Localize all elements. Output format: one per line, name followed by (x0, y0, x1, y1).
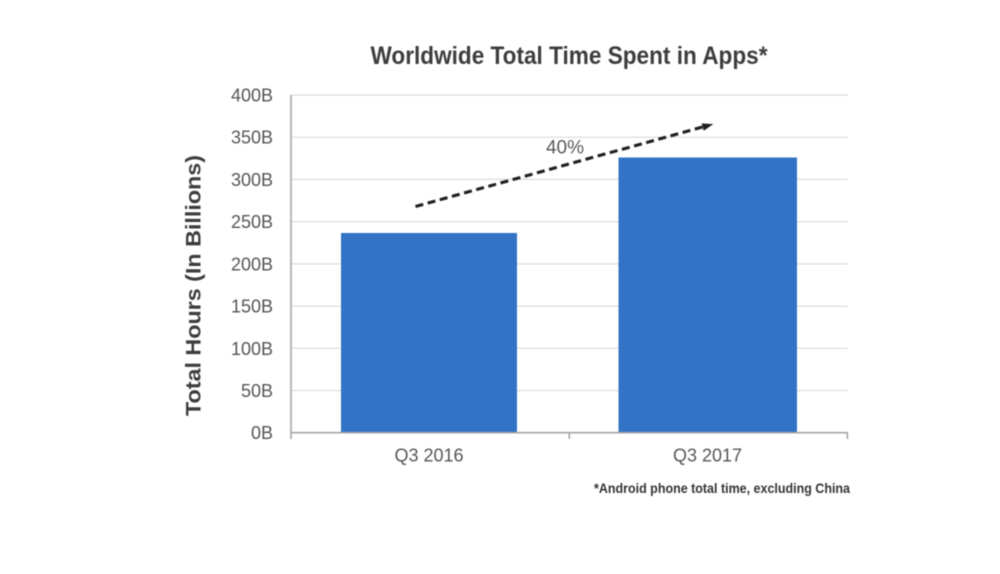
svg-text:Q3 2017: Q3 2017 (673, 446, 742, 466)
svg-text:150B: 150B (231, 297, 273, 317)
svg-text:Total Hours (In Billions): Total Hours (In Billions) (183, 155, 206, 416)
svg-text:50B: 50B (241, 381, 273, 401)
svg-text:300B: 300B (231, 170, 273, 190)
svg-text:350B: 350B (231, 128, 273, 148)
svg-text:Worldwide Total Time Spent in: Worldwide Total Time Spent in Apps* (371, 42, 768, 70)
svg-text:200B: 200B (231, 254, 273, 274)
svg-text:400B: 400B (231, 86, 273, 106)
svg-text:100B: 100B (231, 339, 273, 359)
svg-text:Q3 2016: Q3 2016 (394, 446, 463, 466)
svg-text:0B: 0B (251, 423, 273, 443)
svg-text:*Android phone total time, exc: *Android phone total time, excluding Chi… (594, 480, 850, 496)
svg-text:40%: 40% (546, 138, 584, 159)
svg-text:250B: 250B (231, 212, 273, 232)
